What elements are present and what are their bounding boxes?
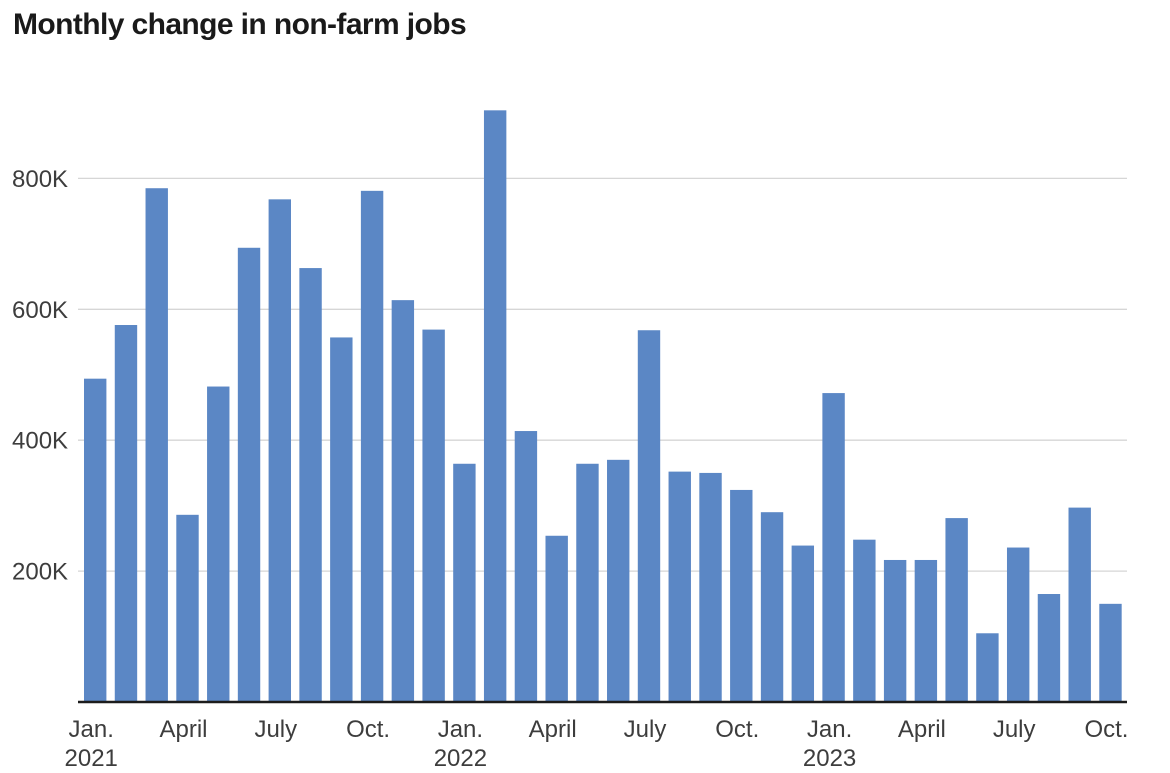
bar-feb-2023 bbox=[853, 539, 876, 702]
bar-nov-2022 bbox=[760, 512, 784, 702]
bar-aug-2023 bbox=[1037, 594, 1061, 702]
x-tick-year-label-2023: 2023 bbox=[803, 745, 856, 772]
bar-may-2022 bbox=[576, 463, 599, 702]
y-tick-label-400K: 400K bbox=[12, 428, 68, 455]
bar-nov-2021 bbox=[391, 300, 415, 702]
bar-april-2021 bbox=[176, 514, 199, 702]
bar-april-2023 bbox=[914, 559, 938, 702]
x-tick-label-oct: Oct. bbox=[346, 716, 390, 743]
bar-june-2023 bbox=[976, 633, 999, 702]
bar-dec-2022 bbox=[791, 545, 815, 702]
bar-sep-2022 bbox=[699, 472, 722, 702]
bar-march-2021 bbox=[145, 188, 168, 703]
bar-may-2021 bbox=[207, 386, 230, 702]
bar-feb-2022 bbox=[483, 110, 507, 702]
bar-feb-2021 bbox=[114, 325, 138, 702]
bar-april-2022 bbox=[545, 535, 568, 702]
bar-march-2023 bbox=[883, 559, 907, 702]
bar-aug-2022 bbox=[668, 471, 691, 702]
bar-dec-2021 bbox=[422, 329, 445, 702]
bar-july-2021 bbox=[268, 199, 291, 702]
bar-jan-2022 bbox=[453, 463, 476, 702]
x-tick-label-jan-2023: Jan. bbox=[807, 716, 852, 743]
x-tick-label-july: July bbox=[993, 716, 1036, 743]
x-tick-label-oct: Oct. bbox=[715, 716, 759, 743]
x-tick-label-jan-2022: Jan. bbox=[438, 716, 483, 743]
chart-title: Monthly change in non-farm jobs bbox=[13, 8, 467, 41]
x-tick-year-label-2022: 2022 bbox=[434, 745, 487, 772]
y-tick-label-600K: 600K bbox=[12, 297, 68, 324]
bar-june-2021 bbox=[237, 247, 261, 702]
bar-jan-2021 bbox=[84, 378, 107, 702]
y-tick-label-800K: 800K bbox=[12, 166, 68, 193]
bar-jan-2023 bbox=[822, 393, 845, 702]
y-tick-label-200K: 200K bbox=[12, 559, 68, 586]
bar-sep-2023 bbox=[1068, 507, 1091, 702]
bar-oct-2021 bbox=[360, 190, 384, 702]
x-tick-year-label-2021: 2021 bbox=[65, 745, 118, 772]
x-tick-label-jan-2021: Jan. bbox=[69, 716, 114, 743]
bar-aug-2021 bbox=[299, 268, 322, 702]
x-tick-label-oct: Oct. bbox=[1084, 716, 1128, 743]
bar-july-2022 bbox=[637, 330, 661, 702]
bar-march-2022 bbox=[514, 431, 538, 702]
bar-oct-2022 bbox=[730, 489, 753, 702]
x-tick-label-july: July bbox=[254, 716, 297, 743]
bar-oct-2023 bbox=[1099, 603, 1122, 702]
x-tick-label-july: July bbox=[624, 716, 667, 743]
bar-may-2023 bbox=[945, 518, 968, 702]
x-tick-label-april: April bbox=[529, 716, 577, 743]
bar-sep-2021 bbox=[330, 337, 353, 702]
bar-july-2023 bbox=[1006, 547, 1030, 702]
x-tick-label-april: April bbox=[159, 716, 207, 743]
x-tick-label-april: April bbox=[898, 716, 946, 743]
bar-june-2022 bbox=[607, 459, 630, 702]
